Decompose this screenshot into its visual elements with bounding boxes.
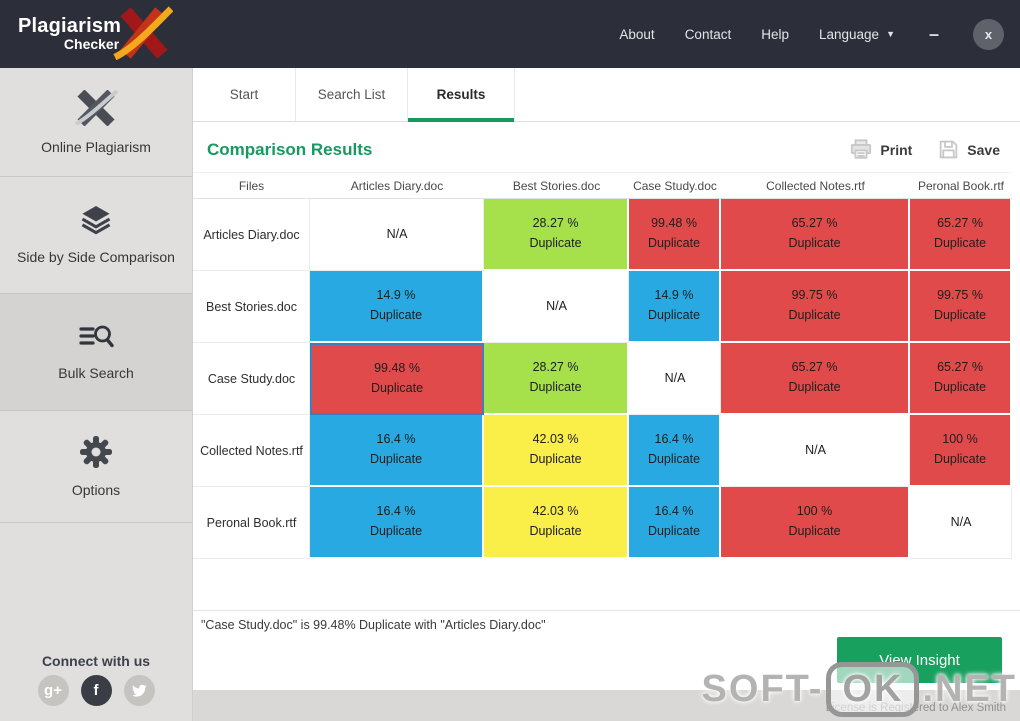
menu-language[interactable]: Language ▼ bbox=[819, 27, 895, 42]
twitter-bird-icon bbox=[132, 684, 147, 697]
social-links: g+ f bbox=[0, 675, 192, 706]
col-header: Peronal Book.rtf bbox=[910, 172, 1012, 199]
comparison-table: Files Articles Diary.doc Best Stories.do… bbox=[193, 172, 1012, 559]
result-cell[interactable]: 100 % Duplicate bbox=[910, 414, 1012, 487]
logo-x-icon bbox=[113, 6, 174, 60]
print-label: Print bbox=[880, 141, 913, 158]
bulk-search-icon bbox=[78, 325, 114, 348]
result-cell[interactable]: 16.4 % Duplicate bbox=[310, 486, 484, 559]
sidebar-item-online-plagiarism[interactable]: Online Plagiarism bbox=[0, 68, 192, 177]
result-cell[interactable]: 65.27 % Duplicate bbox=[910, 199, 1012, 271]
menu-contact[interactable]: Contact bbox=[684, 26, 732, 42]
status-text: "Case Study.doc" is 99.48% Duplicate wit… bbox=[193, 609, 1020, 639]
app-logo: Plagiarism Checker bbox=[0, 6, 174, 60]
watermark-left: SOFT- bbox=[701, 668, 824, 710]
chevron-down-icon: ▼ bbox=[886, 29, 895, 39]
result-cell[interactable]: 99.75 % Duplicate bbox=[721, 270, 910, 343]
watermark: SOFT- OK .NET bbox=[702, 662, 1017, 717]
save-label: Save bbox=[967, 141, 1000, 158]
result-cell-selected[interactable]: 99.48 % Duplicate bbox=[310, 342, 484, 415]
result-cell: N/A bbox=[546, 298, 567, 313]
close-button[interactable]: x bbox=[973, 18, 1004, 50]
sidebar-item-bulk-search[interactable]: Bulk Search bbox=[0, 294, 192, 411]
table-row: Collected Notes.rtf 16.4 % Duplicate 42.0… bbox=[193, 414, 1012, 487]
sidebar-item-label: Side by Side Comparison bbox=[17, 249, 175, 265]
result-cell[interactable]: 65.27 % Duplicate bbox=[721, 199, 910, 271]
result-cell[interactable]: 28.27 % Duplicate bbox=[484, 199, 629, 271]
tab-search-list[interactable]: Search List bbox=[296, 68, 408, 121]
table-row: Best Stories.doc 14.9 % Duplicate N/A 14.… bbox=[193, 270, 1012, 343]
page-title: Comparison Results bbox=[207, 139, 373, 159]
logo-line2: Checker bbox=[63, 36, 120, 53]
sidebar-item-label: Options bbox=[71, 482, 121, 498]
menu-about[interactable]: About bbox=[619, 26, 655, 42]
titlebar: Plagiarism Checker About Contact Help La… bbox=[0, 0, 1020, 68]
table-row: Case Study.doc 99.48 % Duplicate 28.27 % D… bbox=[193, 342, 1012, 415]
result-cell[interactable]: 99.48 % Duplicate bbox=[629, 199, 721, 271]
result-cell[interactable]: 65.27 % Duplicate bbox=[721, 342, 910, 415]
result-cell[interactable]: 16.4 % Duplicate bbox=[310, 414, 484, 487]
print-icon bbox=[851, 139, 872, 159]
col-header: Articles Diary.doc bbox=[310, 172, 484, 199]
result-cell[interactable]: 100 % Duplicate bbox=[721, 486, 910, 559]
tab-results[interactable]: Results bbox=[408, 68, 515, 122]
sidebar: Online Plagiarism Side by Side Compariso… bbox=[0, 68, 193, 721]
sidebar-item-options[interactable]: Options bbox=[0, 411, 192, 523]
tab-start[interactable]: Start bbox=[193, 68, 296, 121]
result-cell[interactable]: 28.27 % Duplicate bbox=[484, 342, 629, 415]
results-header: Comparison Results Print bbox=[193, 122, 1020, 172]
result-cell: N/A bbox=[664, 370, 686, 385]
print-button[interactable]: Print bbox=[850, 139, 912, 160]
result-cell[interactable]: 14.9 % Duplicate bbox=[310, 270, 484, 343]
file-name-cell: Case Study.doc bbox=[193, 342, 310, 415]
table-header-row: Files Articles Diary.doc Best Stories.do… bbox=[193, 172, 1012, 199]
result-cell[interactable]: 65.27 % Duplicate bbox=[910, 342, 1012, 415]
result-cell[interactable]: 42.03 % Duplicate bbox=[484, 486, 629, 559]
x-logo-icon bbox=[74, 89, 118, 126]
file-name-cell: Peronal Book.rtf bbox=[193, 486, 310, 559]
connect-with-us-label: Connect with us bbox=[41, 653, 151, 669]
file-name-cell: Best Stories.doc bbox=[193, 270, 310, 343]
col-header: Best Stories.doc bbox=[484, 172, 629, 199]
save-button[interactable]: Save bbox=[938, 139, 1000, 160]
gear-icon bbox=[80, 436, 112, 468]
sidebar-item-label: Online Plagiarism bbox=[41, 138, 151, 155]
sidebar-item-side-by-side[interactable]: Side by Side Comparison bbox=[0, 177, 192, 294]
minimize-button[interactable]: – bbox=[928, 23, 939, 44]
facebook-icon[interactable]: f bbox=[80, 675, 112, 706]
logo-line1: Plagiarism bbox=[18, 15, 122, 38]
table-row: Articles Diary.doc N/A 28.27 % Duplicate … bbox=[193, 198, 1012, 271]
watermark-right: .NET bbox=[922, 668, 1017, 710]
result-cell: N/A bbox=[386, 227, 408, 242]
tab-bar: Start Search List Results bbox=[193, 68, 1020, 122]
file-name-cell: Collected Notes.rtf bbox=[193, 414, 310, 487]
menu-help[interactable]: Help bbox=[761, 26, 789, 42]
main-content: Start Search List Results Comparison Res… bbox=[193, 68, 1020, 721]
menu-language-label: Language bbox=[818, 26, 880, 42]
table-row: Peronal Book.rtf 16.4 % Duplicate 42.03 %… bbox=[193, 486, 1012, 559]
result-cell: N/A bbox=[805, 442, 826, 457]
result-cell[interactable]: 99.75 % Duplicate bbox=[910, 270, 1012, 343]
result-cell[interactable]: 16.4 % Duplicate bbox=[629, 414, 721, 487]
result-cell: N/A bbox=[950, 514, 972, 529]
twitter-icon[interactable] bbox=[123, 675, 155, 706]
layers-icon bbox=[81, 205, 111, 235]
sidebar-item-label: Bulk Search bbox=[58, 365, 134, 381]
result-cell[interactable]: 14.9 % Duplicate bbox=[629, 270, 721, 343]
col-header: Collected Notes.rtf bbox=[721, 172, 910, 199]
result-cell[interactable]: 16.4 % Duplicate bbox=[629, 486, 721, 559]
result-cell[interactable]: 42.03 % Duplicate bbox=[484, 414, 629, 487]
col-header-files: Files bbox=[193, 172, 310, 199]
titlebar-menu: About Contact Help Language ▼ – x bbox=[619, 18, 1020, 50]
google-plus-icon[interactable]: g+ bbox=[37, 675, 69, 706]
save-icon bbox=[940, 140, 958, 159]
watermark-ok-box: OK bbox=[826, 662, 920, 717]
col-header: Case Study.doc bbox=[629, 172, 721, 199]
file-name-cell: Articles Diary.doc bbox=[193, 198, 310, 271]
